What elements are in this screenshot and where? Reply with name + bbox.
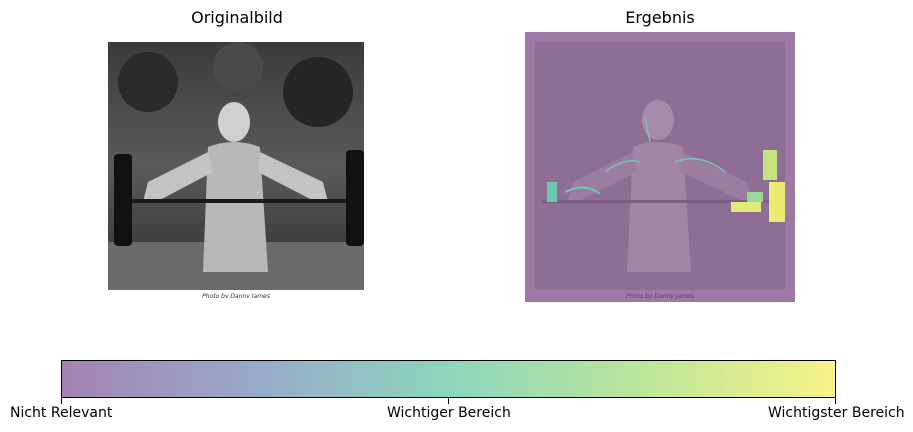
original-image: Photo by Danny James bbox=[108, 42, 364, 298]
colorbar-tick-0 bbox=[61, 398, 62, 404]
colorbar-label-important: Wichtiger Bereich bbox=[387, 405, 511, 421]
original-image-title: Originalbild bbox=[191, 8, 283, 27]
result-photo-caption: Photo by Danny James bbox=[626, 293, 694, 300]
result-image: Photo by Danny James bbox=[525, 32, 795, 302]
colorbar-label-not-relevant: Nicht Relevant bbox=[10, 405, 113, 421]
colorbar-label-most-important: Wichtigster Bereich bbox=[768, 405, 905, 421]
result-image-title: Ergebnis bbox=[625, 8, 695, 27]
original-photo-caption: Photo by Danny James bbox=[202, 293, 270, 298]
colorbar-tick-2 bbox=[835, 398, 836, 404]
colorbar-tick-1 bbox=[448, 398, 449, 404]
colorbar bbox=[61, 360, 836, 398]
